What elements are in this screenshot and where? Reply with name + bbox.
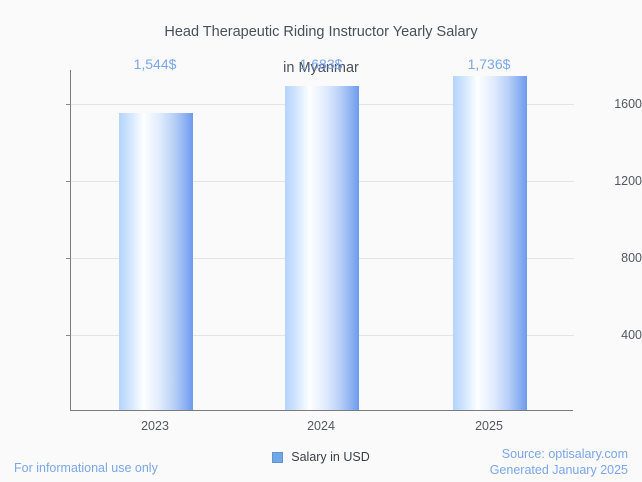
tickmark-1200 <box>66 181 71 182</box>
source-block: Source: optisalary.com Generated January… <box>490 446 628 478</box>
tickmark-800 <box>66 258 71 259</box>
plot-area <box>66 70 574 411</box>
legend-item-label[interactable]: Salary in USD <box>291 450 370 464</box>
bar-2024[interactable] <box>285 86 359 410</box>
disclaimer-text: For informational use only <box>14 461 158 475</box>
ytick-label-1200: 1200 <box>614 174 642 188</box>
chart-title-line-2: in Myanmar <box>283 60 359 76</box>
bar-value-label-2023: 1,544$ <box>133 56 177 72</box>
chart-title: Head Therapeutic Riding Instructor Yearl… <box>0 5 642 77</box>
chart-title-line-1: Head Therapeutic Riding Instructor Yearl… <box>164 24 478 40</box>
tickmark-1600 <box>66 104 71 105</box>
legend-swatch-icon <box>272 451 284 463</box>
ytick-label-1600: 1600 <box>614 97 642 111</box>
xtick-label-2023: 2023 <box>141 419 169 433</box>
generated-date: Generated January 2025 <box>489 463 628 477</box>
source-attribution: Source: optisalary.com <box>501 447 628 461</box>
xtick-label-2024: 2024 <box>307 419 335 433</box>
bar-2025[interactable] <box>453 76 527 410</box>
chart-legend: Salary in USD <box>0 450 642 464</box>
tickmark-400 <box>66 335 71 336</box>
bar-2023[interactable] <box>119 113 193 410</box>
ytick-label-800: 800 <box>621 251 642 265</box>
bar-value-label-2025: 1,736$ <box>467 56 511 72</box>
ytick-label-400: 400 <box>621 328 642 342</box>
xtick-label-2025: 2025 <box>475 419 503 433</box>
bar-value-label-2024: 1,683$ <box>299 56 343 72</box>
